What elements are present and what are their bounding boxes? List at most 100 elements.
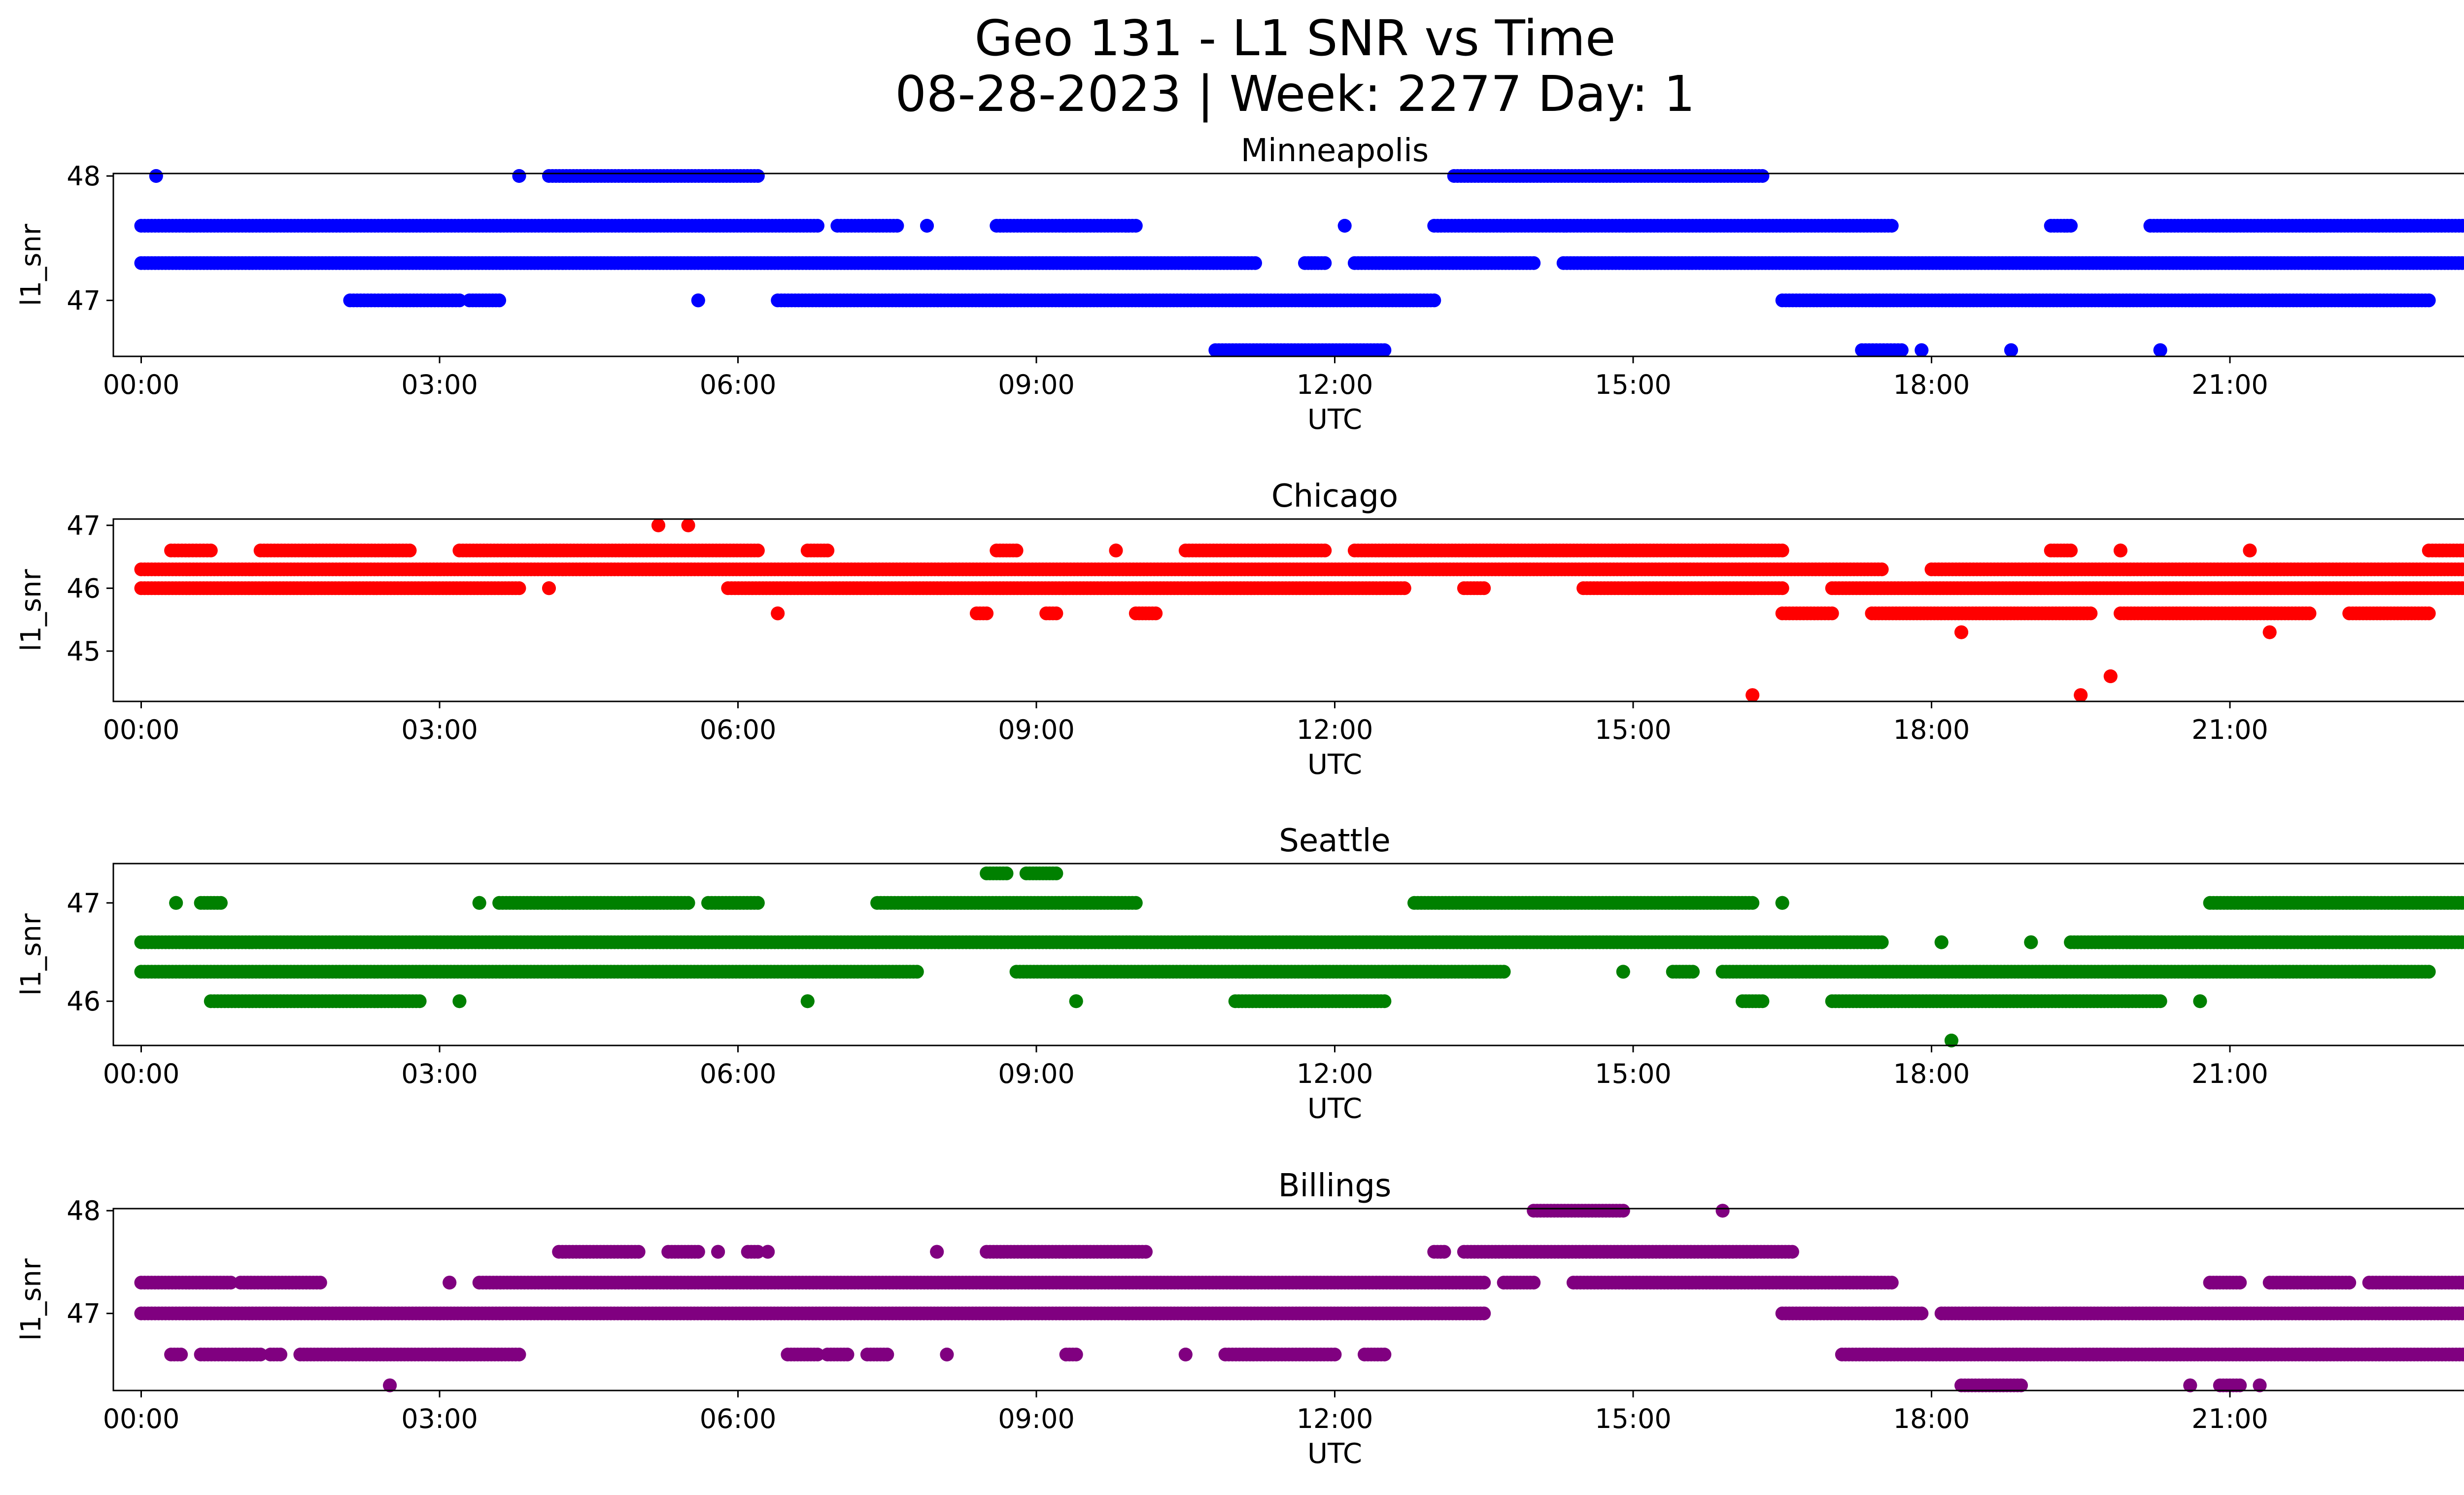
data-point — [1477, 581, 1491, 595]
data-point — [403, 543, 417, 557]
data-point — [1745, 896, 1760, 910]
x-tick-label: 18:00 — [1893, 714, 1970, 745]
data-point — [1527, 256, 1541, 270]
data-point — [1775, 581, 1789, 595]
data-point — [1149, 606, 1163, 621]
data-point — [2243, 543, 2257, 557]
data-point — [1129, 896, 1143, 910]
data-point — [1884, 219, 1899, 233]
data-point — [1745, 688, 1760, 702]
data-point — [2462, 221, 2464, 230]
y-tick-label: 46 — [67, 573, 101, 604]
data-point — [1875, 562, 1889, 577]
figure-title-line-1: Geo 131 - L1 SNR vs Time — [975, 9, 1616, 67]
y-tick-label: 47 — [67, 510, 101, 541]
data-point — [542, 581, 556, 595]
data-point — [1337, 219, 1352, 233]
data-point — [751, 896, 765, 910]
data-point — [2422, 606, 2436, 621]
data-point — [149, 169, 163, 183]
x-tick-label: 06:00 — [700, 714, 777, 745]
data-point — [1049, 866, 1063, 880]
data-point — [2074, 688, 2088, 702]
data-point — [2459, 256, 2464, 270]
data-point — [452, 293, 467, 308]
x-axis-label: UTC — [1307, 404, 1362, 436]
data-point — [821, 543, 835, 557]
data-point — [2459, 219, 2464, 233]
data-point — [472, 896, 486, 910]
data-point — [890, 219, 904, 233]
data-point — [1109, 543, 1123, 557]
data-point — [651, 518, 665, 532]
x-tick-label: 12:00 — [1297, 369, 1373, 400]
y-axis-label: l1_snr — [15, 569, 47, 652]
data-point — [1894, 343, 1909, 357]
figure-title-line-2: 08-28-2023 | Week: 2277 Day: 1 — [895, 65, 1695, 123]
x-tick-label: 03:00 — [401, 714, 478, 745]
data-points — [134, 169, 2464, 357]
data-point — [2004, 343, 2018, 357]
data-point — [910, 965, 924, 979]
data-point — [2103, 669, 2118, 683]
x-tick-label: 15:00 — [1595, 714, 1672, 745]
data-point — [2153, 343, 2167, 357]
data-point — [1825, 606, 1839, 621]
x-tick-label: 09:00 — [998, 714, 1075, 745]
data-point — [691, 293, 705, 308]
x-tick-label: 21:00 — [2191, 369, 2268, 400]
data-point — [771, 606, 785, 621]
x-tick-label: 00:00 — [103, 714, 180, 745]
data-point — [1915, 343, 1929, 357]
data-point — [2462, 258, 2464, 268]
data-point — [2064, 543, 2078, 557]
x-tick-label: 18:00 — [1893, 369, 1970, 400]
data-point — [492, 293, 507, 308]
subplots: Minneapolis 00:00 03:00 06:00 09:00 12:00 15:0… — [15, 133, 2464, 1470]
data-point — [1049, 606, 1063, 621]
data-point — [2302, 606, 2317, 621]
subplot-title: Seattle — [1279, 823, 1391, 859]
data-point — [1009, 543, 1024, 557]
data-point — [1934, 935, 1949, 949]
subplot-title: Minneapolis — [1241, 133, 1429, 169]
data-point — [2024, 935, 2038, 949]
data-point — [512, 169, 526, 183]
subplot-title: Chicago — [1271, 478, 1398, 515]
y-tick-label: 48 — [67, 161, 101, 192]
data-point — [1875, 935, 1889, 949]
data-point — [980, 606, 994, 621]
data-point — [999, 866, 1014, 880]
y-tick-label: 45 — [67, 636, 101, 667]
data-point — [681, 518, 695, 532]
data-point — [512, 581, 526, 595]
data-point — [1129, 219, 1143, 233]
data-point — [169, 896, 183, 910]
data-point — [1377, 343, 1392, 357]
data-point — [204, 543, 218, 557]
x-axis-label: UTC — [1307, 749, 1362, 781]
x-tick-label: 06:00 — [700, 369, 777, 400]
x-tick-label: 09:00 — [998, 369, 1075, 400]
data-point — [2084, 606, 2098, 621]
data-point — [1397, 581, 1411, 595]
data-point — [2422, 293, 2436, 308]
data-point — [1755, 169, 1770, 183]
data-point — [2064, 219, 2078, 233]
data-point — [1427, 293, 1441, 308]
data-point — [1954, 625, 1968, 639]
data-point — [681, 896, 695, 910]
data-point — [751, 543, 765, 557]
y-axis-label: l1_snr — [15, 223, 47, 306]
data-point — [811, 219, 824, 233]
data-point — [1318, 256, 1332, 270]
data-point — [2262, 625, 2277, 639]
data-point — [1248, 256, 1262, 270]
data-point — [1775, 543, 1789, 557]
x-tick-label: 03:00 — [401, 369, 478, 400]
data-point — [920, 219, 934, 233]
data-point — [1318, 543, 1332, 557]
